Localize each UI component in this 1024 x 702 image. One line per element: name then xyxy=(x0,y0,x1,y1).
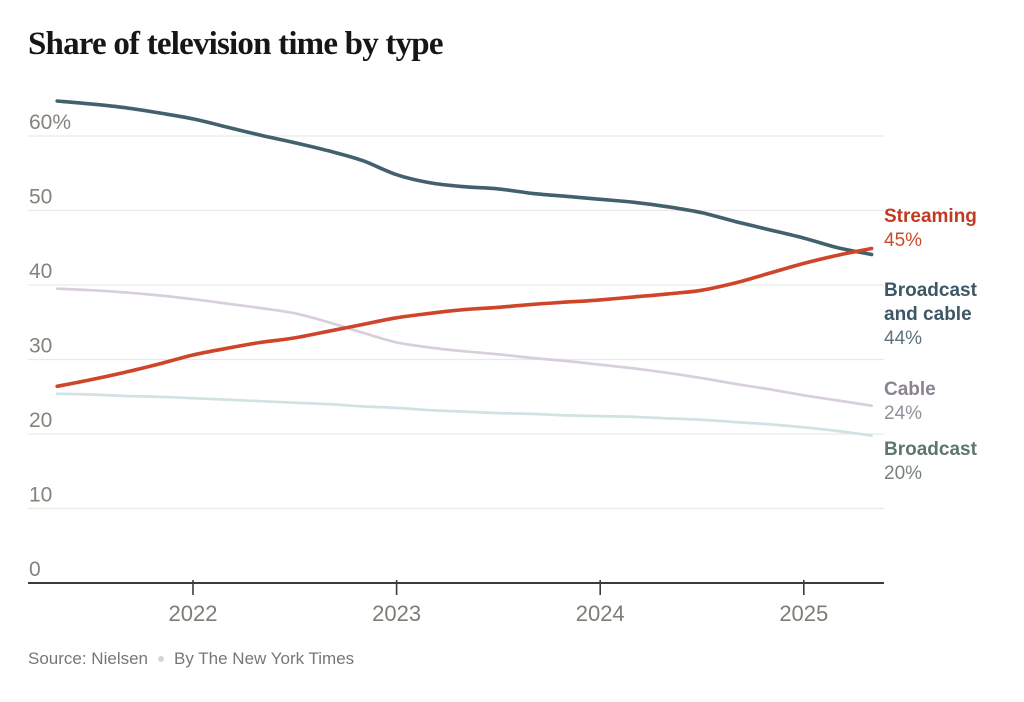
y-axis-tick-label: 50 xyxy=(29,186,52,209)
series-end-label-broadcast: Broadcast 20% xyxy=(884,438,1000,486)
x-axis-tick-label: 2023 xyxy=(372,601,421,626)
source-row: Source: Nielsen By The New York Times xyxy=(28,649,354,669)
series-end-label-broadcast-and-cable: Broadcast and cable 44% xyxy=(884,279,1000,351)
x-axis-tick-label: 2025 xyxy=(779,601,828,626)
y-axis-tick-label: 0 xyxy=(29,558,41,581)
y-axis-tick-label: 30 xyxy=(29,335,52,358)
line-cable xyxy=(55,287,873,408)
chart-title: Share of television time by type xyxy=(28,26,443,62)
series-name: Broadcast xyxy=(884,439,977,460)
x-axis-tick-label: 2022 xyxy=(169,601,218,626)
y-axis-tick-label: 40 xyxy=(29,260,52,283)
y-axis-tick-label: 10 xyxy=(29,484,52,507)
byline-text: By The New York Times xyxy=(174,649,355,668)
series-end-value: 45% xyxy=(884,230,923,251)
y-axis-tick-label: 60% xyxy=(29,111,71,134)
series-end-label-streaming: Streaming 45% xyxy=(884,205,1000,253)
series-end-label-cable: Cable 24% xyxy=(884,378,1000,426)
line-broadcast-and-cable xyxy=(55,99,874,257)
plot-svg: 0 10 20 30 40 50 60% 2022 2023 2024 2025 xyxy=(28,99,884,626)
y-axis-tick-label: 20 xyxy=(29,409,52,432)
series-end-value: 20% xyxy=(884,463,923,484)
line-broadcast xyxy=(55,392,873,437)
line-streaming xyxy=(55,246,874,389)
series-end-value: 24% xyxy=(884,403,923,424)
separator-dot-icon xyxy=(158,656,165,662)
series-name: Broadcast and cable xyxy=(884,280,977,325)
series-name: Cable xyxy=(884,379,936,400)
series-end-value: 44% xyxy=(884,328,923,349)
source-text: Source: Nielsen xyxy=(28,649,149,668)
x-axis-tick-label: 2024 xyxy=(576,601,625,626)
series-name: Streaming xyxy=(884,206,977,227)
